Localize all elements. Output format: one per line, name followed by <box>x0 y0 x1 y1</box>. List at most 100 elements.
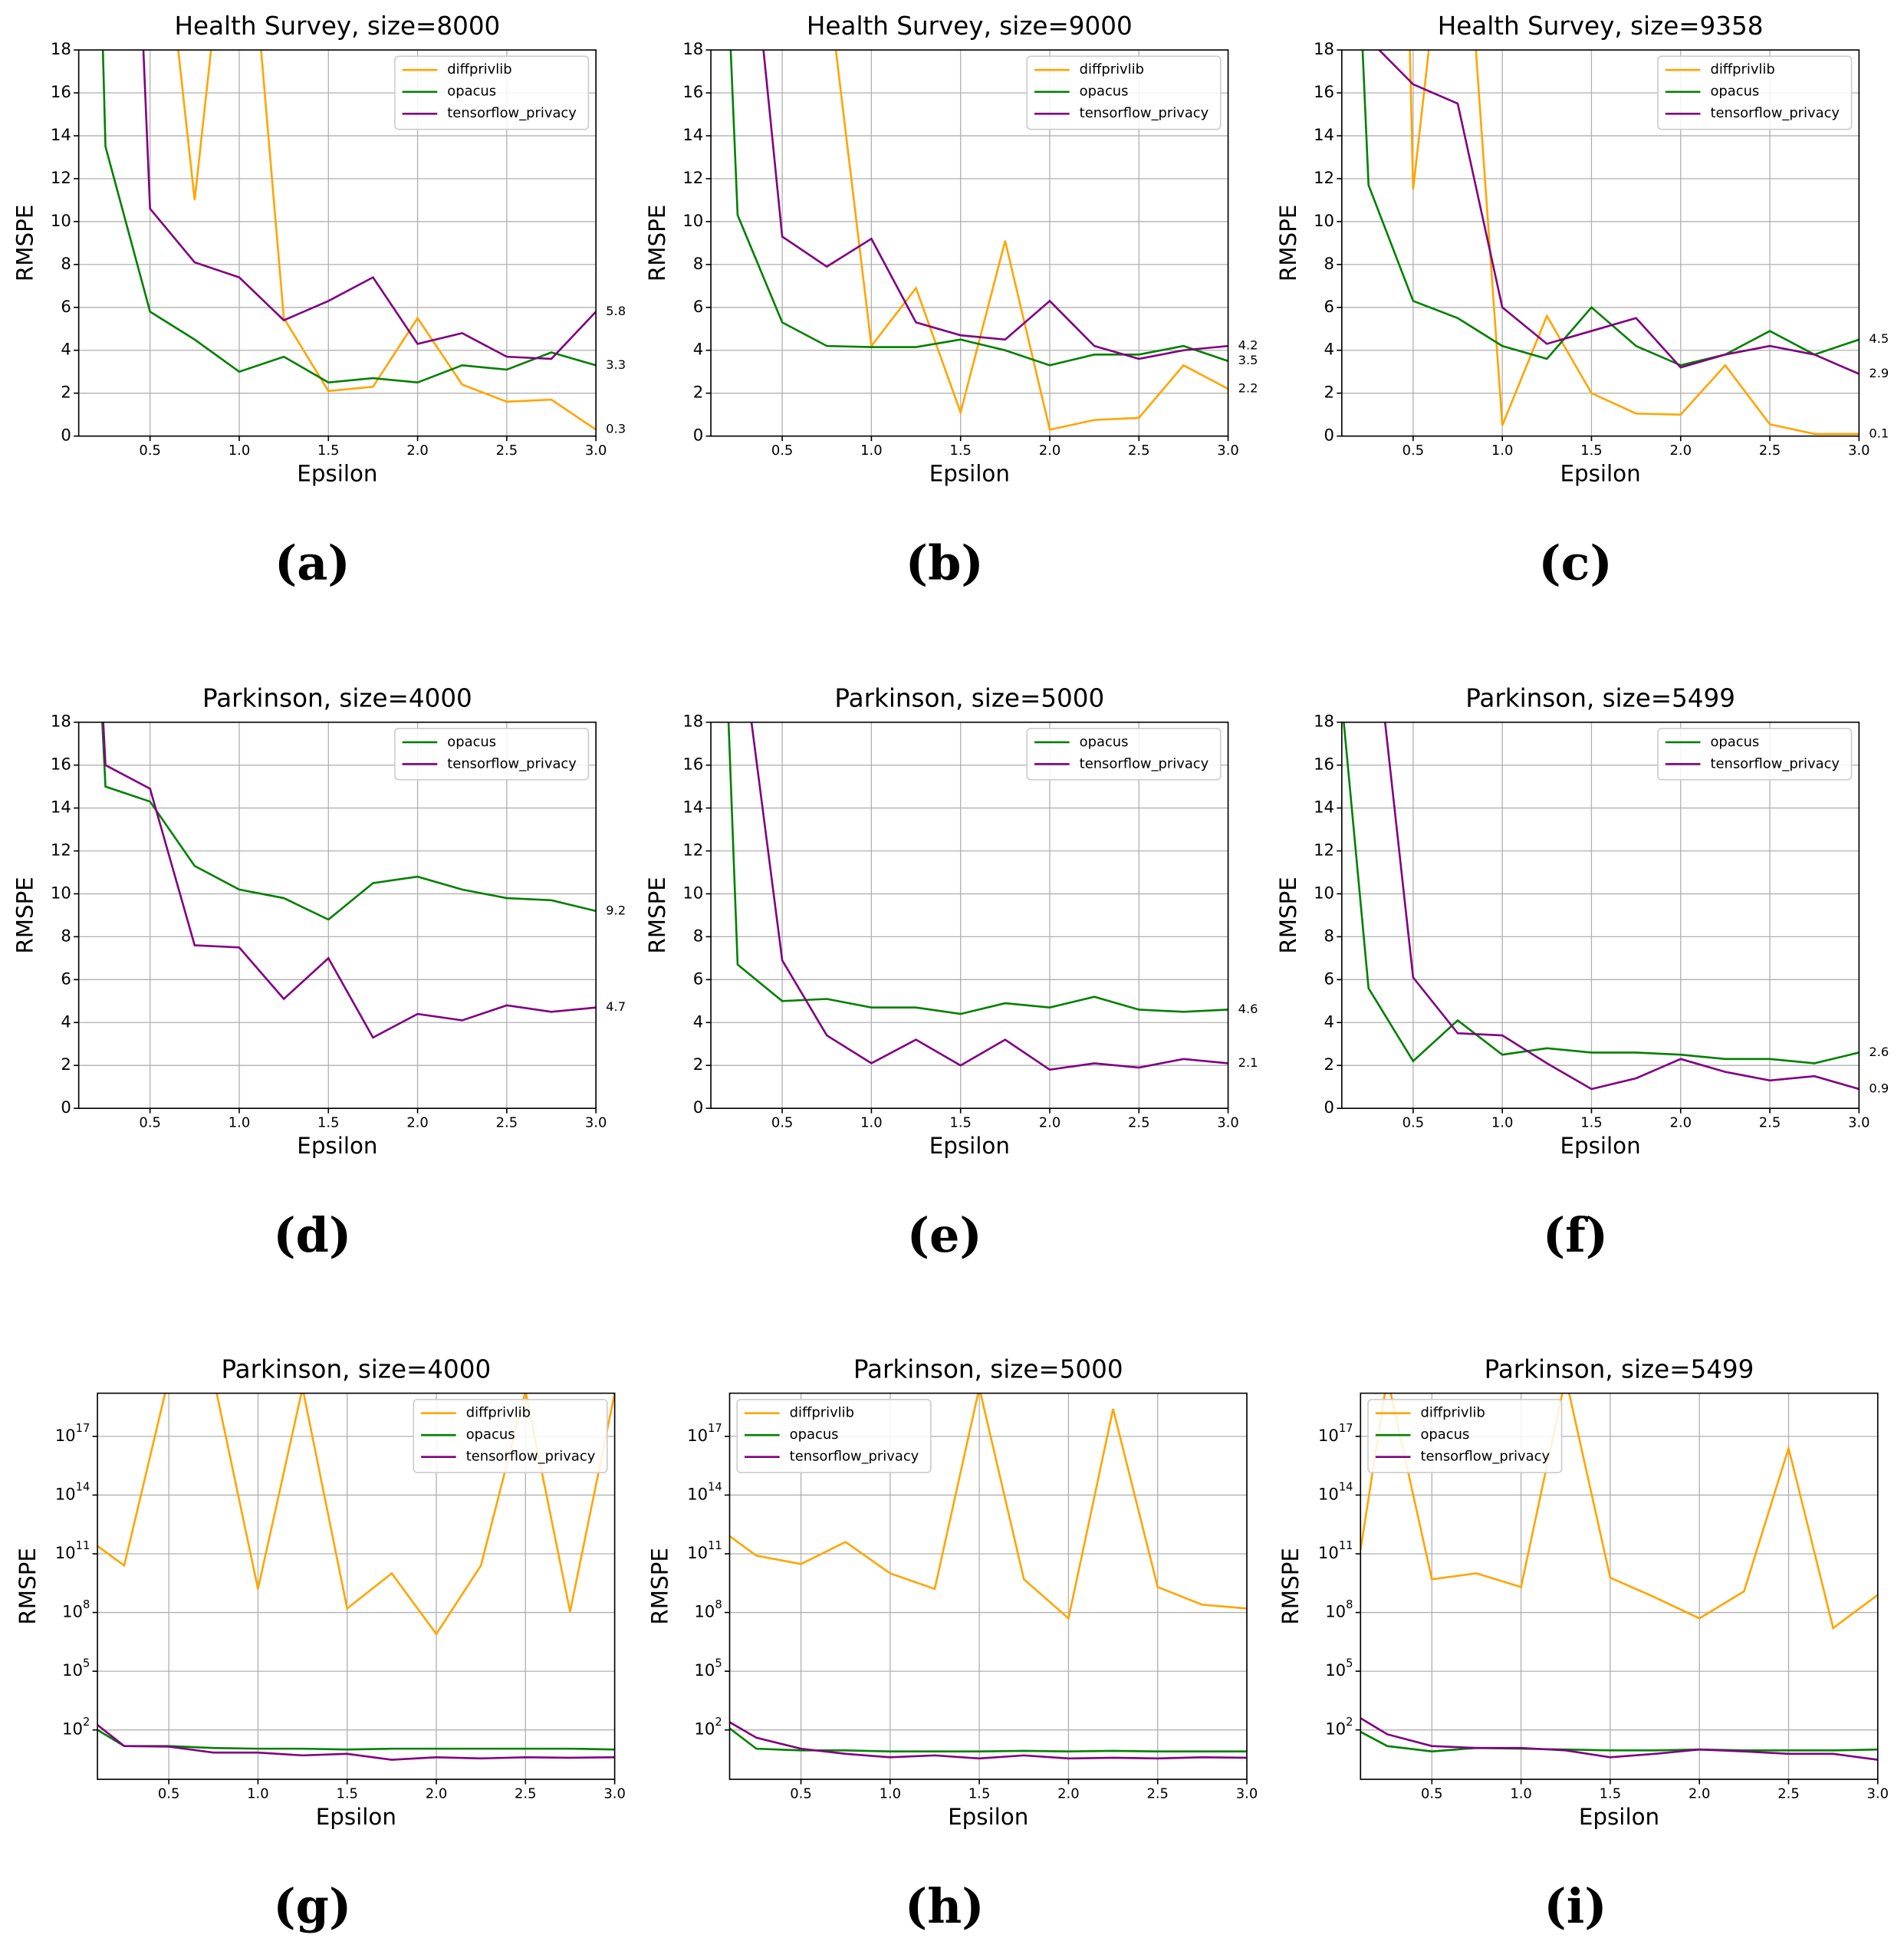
tick-exponent: 11 <box>708 1539 722 1552</box>
y-tick-label: 6 <box>1324 297 1334 316</box>
y-tick-label: 12 <box>682 168 703 187</box>
panel-label: (i) <box>1544 1878 1606 1934</box>
x-tick-label: 1.0 <box>860 1115 882 1131</box>
x-axis-label: Epsilon <box>929 461 1010 487</box>
x-tick-label: 2.5 <box>496 1115 518 1131</box>
y-tick-label: 2 <box>693 1055 703 1074</box>
tick-base: 10 <box>687 1484 708 1503</box>
y-tick-label: 10 <box>51 883 71 902</box>
y-tick-label: 105 <box>1325 1657 1353 1680</box>
legend-label: tensorflow_privacy <box>447 755 577 772</box>
y-tick-label: 4 <box>693 340 703 359</box>
legend-box <box>1657 55 1853 130</box>
y-tick-label: 105 <box>62 1657 90 1680</box>
y-axis-label: RMSPE <box>1275 205 1301 281</box>
y-tick-label: 14 <box>682 125 703 144</box>
end-label: 4.5 <box>1869 331 1889 346</box>
axes-frame <box>77 721 597 1109</box>
x-axis-label: Epsilon <box>1579 1804 1659 1830</box>
x-tick-label: 1.5 <box>317 443 339 459</box>
end-label: 0.1 <box>1869 426 1889 440</box>
y-tick-label: 1017 <box>1318 1422 1353 1445</box>
y-tick-label: 108 <box>1325 1598 1353 1621</box>
y-axis-label: RMSPE <box>646 1548 672 1624</box>
x-tick-label: 2.0 <box>1039 1115 1061 1131</box>
y-tick-label: 105 <box>694 1657 722 1680</box>
series-line <box>142 50 597 360</box>
y-tick-label: 2 <box>693 383 703 402</box>
y-tick-label: 18 <box>1314 39 1334 58</box>
chart-title: Parkinson, size=4000 <box>202 683 472 712</box>
y-axis-label: RMSPE <box>644 877 670 953</box>
y-tick-label: 16 <box>682 755 703 774</box>
x-tick-label: 1.5 <box>336 1786 357 1802</box>
tick-exponent: 17 <box>76 1422 90 1435</box>
x-tick-label: 0.5 <box>1421 1786 1442 1802</box>
x-tick-label: 1.5 <box>1580 1115 1602 1131</box>
x-tick-label: 3.0 <box>1236 1786 1258 1802</box>
series-line <box>729 50 1228 367</box>
x-tick-label: 3.0 <box>603 1786 625 1802</box>
y-tick-label: 0 <box>693 426 703 445</box>
y-tick-label: 12 <box>1314 841 1334 860</box>
legend-label: diffprivlib <box>1420 1405 1485 1421</box>
x-tick-label: 0.5 <box>158 1786 179 1802</box>
y-tick-label: 4 <box>1324 340 1334 359</box>
x-tick-label: 1.0 <box>860 443 882 459</box>
y-tick-label: 0 <box>1324 1097 1334 1117</box>
legend-label: opacus <box>447 734 496 750</box>
x-tick-label: 1.0 <box>1491 443 1513 459</box>
y-tick-label: 14 <box>1314 798 1334 817</box>
y-tick-label: 1017 <box>55 1422 90 1445</box>
y-tick-label: 6 <box>1324 969 1334 988</box>
series-line <box>101 722 597 921</box>
y-tick-label: 2 <box>61 1055 71 1074</box>
series-line <box>177 50 597 431</box>
series-line <box>762 50 1228 360</box>
chart-panel: 0.5 1.0 1.5 2.0 2.5 3.0 0 2 4 6 8 10 12 14 16 18 0.3 3.3 5… <box>12 12 626 591</box>
y-tick-label: 102 <box>62 1716 90 1739</box>
y-tick-label: 18 <box>1314 712 1334 731</box>
legend-label: tensorflow_privacy <box>1710 755 1840 772</box>
tick-base: 10 <box>694 1660 715 1680</box>
end-label: 4.2 <box>1238 338 1258 353</box>
x-tick-label: 2.0 <box>1689 1786 1710 1802</box>
x-tick-label: 0.5 <box>139 1115 160 1131</box>
legend-label: tensorflow_privacy <box>1080 755 1209 772</box>
end-label: 2.2 <box>1238 381 1258 396</box>
x-tick-label: 1.0 <box>229 1115 250 1131</box>
tick-base: 10 <box>1318 1543 1339 1562</box>
series-line <box>1409 50 1860 436</box>
y-tick-label: 16 <box>51 82 71 101</box>
tick-exponent: 5 <box>83 1657 90 1670</box>
series-line <box>102 722 597 1039</box>
tick-base: 10 <box>687 1543 708 1562</box>
tick-base: 10 <box>55 1426 76 1445</box>
tick-exponent: 11 <box>76 1539 90 1552</box>
x-axis-label: Epsilon <box>297 1133 377 1159</box>
series-line <box>1360 1730 1878 1752</box>
y-axis-label: RMSPE <box>12 205 38 281</box>
chart-panel: 0.5 1.0 1.5 2.0 2.5 3.0102105108101110141017d… <box>15 1354 626 1934</box>
end-label: 9.2 <box>606 903 626 917</box>
y-tick-label: 14 <box>51 125 71 144</box>
series-line <box>1360 1717 1878 1761</box>
legend-label: tensorflow_privacy <box>1710 105 1840 121</box>
y-tick-label: 16 <box>1314 755 1334 774</box>
chart-title: Parkinson, size=4000 <box>221 1354 491 1384</box>
tick-exponent: 14 <box>708 1481 722 1494</box>
tick-base: 10 <box>55 1484 76 1503</box>
y-tick-label: 1014 <box>687 1481 722 1504</box>
tick-exponent: 2 <box>1346 1716 1353 1729</box>
tick-base: 10 <box>687 1426 708 1445</box>
x-tick-label: 2.5 <box>515 1786 536 1802</box>
x-tick-label: 1.0 <box>1510 1786 1531 1802</box>
legend-label: opacus <box>466 1426 515 1443</box>
legend-label: opacus <box>1710 84 1759 100</box>
axes-frame <box>710 721 1229 1109</box>
x-tick-label: 3.0 <box>585 1115 607 1131</box>
y-tick-label: 16 <box>1314 82 1334 101</box>
y-tick-label: 10 <box>1314 883 1334 902</box>
y-tick-label: 1017 <box>687 1422 722 1445</box>
